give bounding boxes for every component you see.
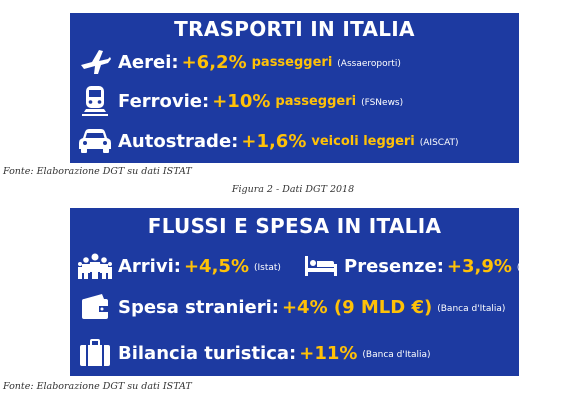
car-icon xyxy=(76,126,114,156)
source: (Banca d'Italia) xyxy=(362,350,431,360)
airplane-icon xyxy=(76,47,114,77)
source: (Banca d'Italia) xyxy=(437,304,506,314)
label: Ferrovie: xyxy=(118,90,210,112)
bed-icon xyxy=(302,251,340,281)
source-note: Fonte: Elaborazione DGT su dati ISTAT xyxy=(3,166,192,177)
tourism-panel: FLUSSI E SPESA IN ITALIA Arrivi: +4,5% (… xyxy=(70,208,544,376)
people-group-icon xyxy=(76,251,114,281)
row-ferrovie: Ferrovie: +10% passeggeri (FSNews) xyxy=(76,86,403,116)
source: (FSNews) xyxy=(361,98,404,108)
source: (Assaeroporti) xyxy=(337,59,401,69)
value: +1,6% xyxy=(241,130,307,152)
description: passeggeri xyxy=(251,54,333,70)
row-presenze: Presenze: +3,9% (Istat) xyxy=(302,251,544,281)
label: Bilancia turistica: xyxy=(118,342,297,364)
row-autostrade: Autostrade: +1,6% veicoli leggeri (AISCA… xyxy=(76,126,459,156)
source: (Istat) xyxy=(516,263,544,273)
panel-title: FLUSSI E SPESA IN ITALIA xyxy=(147,214,442,238)
value: +3,9% xyxy=(446,255,512,277)
panel-title: TRASPORTI IN ITALIA xyxy=(174,17,415,41)
transport-panel: TRASPORTI IN ITALIA Aerei: +6,2% passegg… xyxy=(70,13,519,163)
description: veicoli leggeri xyxy=(311,133,415,149)
value: +4,5% xyxy=(183,255,249,277)
value: +4% (9 MLD €) xyxy=(281,296,433,318)
description: passeggeri xyxy=(275,93,357,109)
suitcase-icon xyxy=(76,338,114,368)
wallet-icon xyxy=(76,292,114,322)
row-spesa: Spesa stranieri: +4% (9 MLD €) (Banca d'… xyxy=(76,292,505,322)
figure-caption: Figura 2 - Dati DGT 2018 xyxy=(231,184,355,195)
value: +10% xyxy=(212,90,271,112)
label: Autostrade: xyxy=(118,130,239,152)
source: (Istat) xyxy=(253,263,281,273)
label: Aerei: xyxy=(118,51,179,73)
source-note: Fonte: Elaborazione DGT su dati ISTAT xyxy=(3,381,192,392)
train-icon xyxy=(76,86,114,116)
row-arrivi: Arrivi: +4,5% (Istat) xyxy=(76,251,281,281)
label: Spesa stranieri: xyxy=(118,296,279,318)
label: Presenze: xyxy=(344,255,444,277)
row-aerei: Aerei: +6,2% passeggeri (Assaeroporti) xyxy=(76,47,401,77)
value: +11% xyxy=(299,342,358,364)
value: +6,2% xyxy=(181,51,247,73)
source: (AISCAT) xyxy=(419,138,459,148)
label: Arrivi: xyxy=(118,255,181,277)
row-bilancia: Bilancia turistica: +11% (Banca d'Italia… xyxy=(76,338,431,368)
